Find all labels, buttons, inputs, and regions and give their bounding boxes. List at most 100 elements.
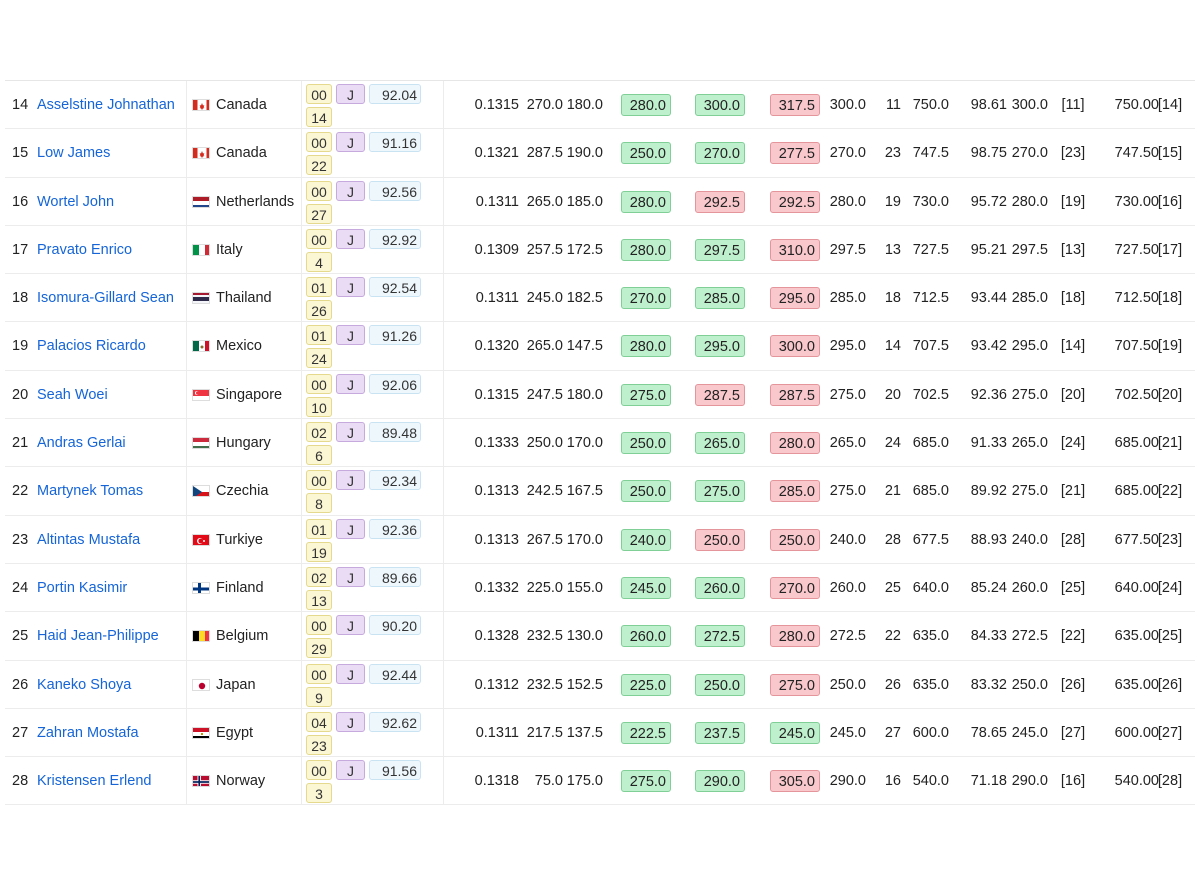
best-lift-cell: 272.5 xyxy=(1011,628,1048,645)
athlete-name-link[interactable]: Altintas Mustafa xyxy=(37,531,141,548)
deadlift-attempt-2: 237.5 xyxy=(695,721,745,744)
lot-number-badge: 23 xyxy=(306,734,332,755)
cz-flag-icon xyxy=(192,485,210,498)
athlete-name-link[interactable]: Pravato Enrico xyxy=(37,241,133,258)
country-cell: Thailand xyxy=(216,290,272,307)
deadlift-rank-cell: 26 xyxy=(884,676,901,693)
coefficient-cell: 0.1318 xyxy=(474,773,519,790)
points-cell: 92.36 xyxy=(970,386,1007,403)
deadlift-attempt-3: 305.0 xyxy=(770,770,820,793)
lift-rank-cell: [11] xyxy=(1061,97,1085,113)
sg-flag-icon xyxy=(192,388,210,401)
total-cell: 727.5 xyxy=(912,241,949,258)
rank-cell: 24 xyxy=(12,579,29,596)
athlete-name-link[interactable]: Zahran Mostafa xyxy=(37,724,139,741)
best-lift-cell: 280.0 xyxy=(1011,193,1048,210)
squat-cell: 247.5 xyxy=(526,386,563,403)
deadlift-attempt-1: 275.0 xyxy=(621,770,671,793)
th-flag-icon xyxy=(192,292,210,305)
final-rank-cell: [19] xyxy=(1157,338,1183,355)
coefficient-cell: 0.1313 xyxy=(474,483,519,500)
best-lift-cell: 260.0 xyxy=(1011,579,1048,596)
lot-number-badge: 6 xyxy=(306,445,332,466)
deadlift-attempt-2: 250.0 xyxy=(695,673,745,696)
best-lift-cell: 275.0 xyxy=(1011,386,1048,403)
table-row: 17 Pravato Enrico Italy 00 J 92.92 4 0.1… xyxy=(5,225,1195,275)
lot-number-badge: 3 xyxy=(306,783,332,804)
country-cell: Egypt xyxy=(216,724,254,741)
best-deadlift-cell: 245.0 xyxy=(829,724,866,741)
deadlift-attempt-1: 250.0 xyxy=(621,480,671,503)
athlete-name-link[interactable]: Low James xyxy=(37,145,111,162)
final-rank-cell: [15] xyxy=(1157,145,1183,162)
deadlift-attempt-2: 300.0 xyxy=(695,94,745,116)
hu-flag-icon xyxy=(192,437,210,450)
athlete-name-link[interactable]: Asselstine Johnathan xyxy=(37,97,175,113)
deadlift-attempt-3: 310.0 xyxy=(770,238,820,261)
lift-rank-cell: [25] xyxy=(1060,579,1086,596)
best-lift-cell: 300.0 xyxy=(1011,97,1048,113)
deadlift-attempt-3: 275.0 xyxy=(770,673,820,696)
final-rank-cell: [16] xyxy=(1157,193,1183,210)
athlete-name-link[interactable]: Seah Woei xyxy=(37,386,108,403)
country-cell: Italy xyxy=(216,241,243,258)
deadlift-rank-cell: 20 xyxy=(884,386,901,403)
final-rank-cell: [22] xyxy=(1157,483,1183,500)
athlete-name-link[interactable]: Martynek Tomas xyxy=(37,483,144,500)
country-cell: Canada xyxy=(216,145,267,162)
coefficient-cell: 0.1312 xyxy=(474,676,519,693)
fi-flag-icon xyxy=(192,581,210,594)
deadlift-attempt-2: 295.0 xyxy=(695,335,745,358)
lot-number-badge: 9 xyxy=(306,686,332,707)
lot-number-badge: 29 xyxy=(306,638,332,659)
total-cell: 707.5 xyxy=(912,338,949,355)
lot-badge: 00 xyxy=(306,470,332,491)
points-cell: 95.72 xyxy=(970,193,1007,210)
lot-number-badge: 14 xyxy=(306,107,332,127)
bodyweight-badge: 89.66 xyxy=(369,566,421,587)
deadlift-rank-cell: 13 xyxy=(884,241,901,258)
best-deadlift-cell: 272.5 xyxy=(829,628,866,645)
athlete-name-link[interactable]: Portin Kasimir xyxy=(37,579,128,596)
rank-cell: 17 xyxy=(12,241,29,258)
athlete-name-link[interactable]: Haid Jean-Philippe xyxy=(37,628,159,645)
bodyweight-badge: 92.34 xyxy=(369,470,421,491)
lot-badge: 01 xyxy=(306,325,332,346)
deadlift-attempt-2: 250.0 xyxy=(695,528,745,551)
deadlift-attempt-2: 285.0 xyxy=(695,287,745,310)
athlete-name-link[interactable]: Andras Gerlai xyxy=(37,435,126,452)
category-badge: J xyxy=(336,422,365,443)
table-row: 25 Haid Jean-Philippe Belgium 00 J 90.20… xyxy=(5,612,1195,661)
deadlift-attempt-1: 225.0 xyxy=(621,673,671,696)
final-total-cell: 640.00 xyxy=(1114,579,1159,596)
deadlift-attempt-2: 270.0 xyxy=(695,142,745,165)
lot-badge: 02 xyxy=(306,566,332,587)
athlete-name-link[interactable]: Isomura-Gillard Sean xyxy=(37,290,174,307)
country-cell: Hungary xyxy=(216,435,271,452)
squat-cell: 287.5 xyxy=(526,145,563,162)
table-row: 28 Kristensen Erlend Norway 00 J 91.56 3… xyxy=(5,757,1195,806)
total-cell: 677.5 xyxy=(912,531,949,548)
athlete-name-link[interactable]: Palacios Ricardo xyxy=(37,338,146,355)
final-total-cell: 685.00 xyxy=(1114,435,1159,452)
final-rank-cell: [18] xyxy=(1157,290,1183,307)
best-deadlift-cell: 270.0 xyxy=(829,145,866,162)
athlete-name-link[interactable]: Kaneko Shoya xyxy=(37,676,132,693)
lift-rank-cell: [18] xyxy=(1060,290,1086,307)
best-deadlift-cell: 250.0 xyxy=(829,676,866,693)
total-cell: 747.5 xyxy=(912,145,949,162)
coefficient-cell: 0.1313 xyxy=(474,531,519,548)
category-badge: J xyxy=(336,470,365,491)
final-total-cell: 600.00 xyxy=(1114,724,1159,741)
country-cell: Turkiye xyxy=(216,531,263,548)
best-lift-cell: 250.0 xyxy=(1011,676,1048,693)
category-badge: J xyxy=(336,228,365,249)
final-rank-cell: [23] xyxy=(1157,531,1183,548)
jp-flag-icon xyxy=(192,678,210,691)
athlete-name-link[interactable]: Kristensen Erlend xyxy=(37,773,152,790)
lot-badge: 00 xyxy=(306,228,332,249)
country-cell: Netherlands xyxy=(216,193,295,210)
athlete-name-link[interactable]: Wortel John xyxy=(37,193,115,210)
coefficient-cell: 0.1311 xyxy=(475,724,519,741)
best-deadlift-cell: 295.0 xyxy=(829,338,866,355)
